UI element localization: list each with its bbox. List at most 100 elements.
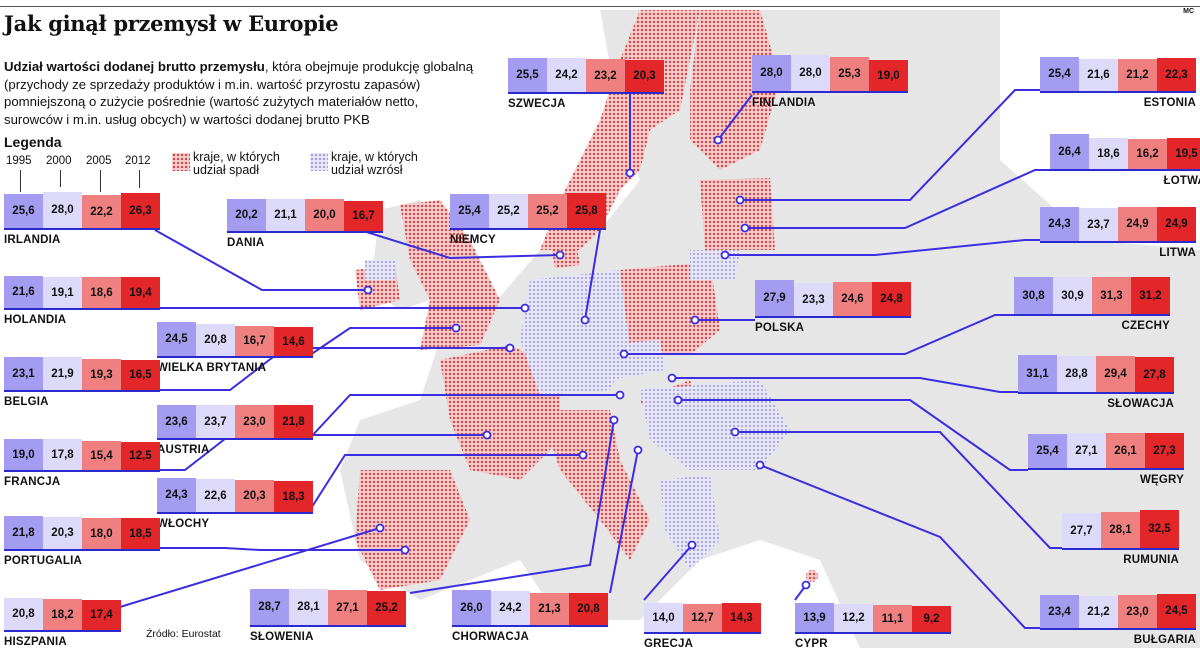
bar-2005: 27,1 — [328, 590, 367, 625]
bar-2012: 20,3 — [625, 60, 664, 92]
bar-2000: 20,8 — [196, 324, 235, 356]
bar-2000: 21,9 — [43, 357, 82, 390]
bar-group: 14,0 12,7 14,3 — [644, 594, 761, 634]
germany-shape — [520, 270, 630, 395]
bar-1995: 25,6 — [4, 194, 43, 228]
bar-2012: 19,5 — [1167, 138, 1200, 169]
bar-2005: 29,4 — [1096, 356, 1135, 392]
country-name: WĘGRY — [1139, 474, 1184, 486]
bar-1995: 28,7 — [250, 589, 289, 625]
bar-group: 21,8 20,3 18,0 18,5 — [4, 511, 160, 551]
legend-fell-line2: udział spadł — [193, 163, 260, 177]
bar-1995: 24,3 — [1040, 207, 1079, 241]
country-name: GRECJA — [644, 638, 694, 650]
bar-1995: 28,0 — [752, 55, 791, 91]
bar-group: 24,3 23,7 24,9 24,9 — [1040, 203, 1196, 243]
country-name: SŁOWENIA — [250, 631, 314, 643]
bar-group: 19,0 17,8 15,4 12,5 — [4, 432, 160, 472]
bar-2005: 18,2 — [43, 599, 82, 630]
bar-2000: 21,2 — [1079, 596, 1118, 628]
bar-group: 28,7 28,1 27,1 25,2 — [250, 587, 406, 627]
country-name: NIEMCY — [450, 234, 496, 246]
country-name: LITWA — [1159, 247, 1196, 259]
bar-2005: 16,2 — [1128, 139, 1167, 169]
legend-fell-swatch — [172, 153, 190, 171]
legend-rose-line2: udział wzrósł — [331, 163, 403, 177]
bar-group: 13,9 12,2 11,1 9,2 — [795, 594, 951, 634]
bar-2000: 27,1 — [1067, 433, 1106, 468]
country-name: WŁOCHY — [157, 518, 210, 530]
bar-group: 24,5 20,8 16,7 14,6 — [157, 318, 313, 358]
bar-group: 23,4 21,2 23,0 24,5 — [1040, 590, 1196, 630]
legend-year-2012: 2012 — [125, 155, 151, 167]
country-name: ŁOTWA — [1163, 175, 1200, 187]
bar-2000: 24,2 — [547, 58, 586, 92]
country-chart: 14,0 12,7 14,3 GRECJA — [644, 594, 761, 650]
bar-2005: 20,0 — [305, 199, 344, 231]
bar-2005: 23,0 — [235, 405, 274, 438]
country-name: PORTUGALIA — [4, 555, 83, 567]
bar-1995: 21,8 — [4, 516, 43, 549]
page-title: Jak ginął przemysł w Europie — [4, 11, 339, 36]
bar-2005: 23,2 — [586, 59, 625, 92]
description: Udział wartości dodanej brutto przemysłu… — [4, 58, 474, 128]
description-bold: Udział wartości dodanej brutto przemysłu — [4, 59, 265, 74]
bar-2012: 14,3 — [722, 603, 761, 632]
country-chart: 25,5 24,2 23,2 20,3 SZWECJA — [508, 54, 664, 110]
bar-2012: 14,6 — [274, 327, 313, 356]
bar-2005: 21,2 — [1118, 59, 1157, 91]
bar-1995: 23,4 — [1040, 595, 1079, 628]
country-name: POLSKA — [755, 322, 805, 334]
bar-group: 25,5 24,2 23,2 20,3 — [508, 54, 664, 94]
bar-2000: 12,2 — [834, 604, 873, 632]
legend-rose-text: kraje, w których udział wzrósł — [331, 151, 418, 177]
country-name: FRANCJA — [4, 476, 61, 488]
bar-2005: 28,1 — [1101, 512, 1140, 548]
greece-shape — [660, 475, 720, 570]
baltics-shape — [700, 178, 775, 250]
top-rule — [0, 6, 1200, 7]
bar-1995: 23,6 — [157, 405, 196, 438]
author-mark: MC — [1183, 8, 1194, 15]
bar-2012: 31,2 — [1131, 277, 1170, 314]
legend-title: Legenda — [4, 134, 62, 150]
bar-1995: 26,0 — [452, 590, 491, 625]
bar-2005: 26,1 — [1106, 433, 1145, 468]
bar-1995: 25,4 — [1040, 57, 1079, 91]
country-chart: 27,7 28,1 32,5 RUMUNIA — [1062, 510, 1179, 566]
bar-group: 28,0 28,0 25,3 19,0 — [752, 53, 908, 93]
bar-2000: 14,0 — [644, 603, 683, 632]
bar-group: 20,2 21,1 20,0 16,7 — [227, 193, 383, 233]
legend-year-1995: 1995 — [6, 155, 32, 167]
country-chart: 23,4 21,2 23,0 24,5 BUŁGARIA — [1040, 590, 1196, 646]
bar-group: 26,0 24,2 21,3 20,8 — [452, 587, 608, 627]
bar-2005: 12,7 — [683, 604, 722, 632]
country-chart: 20,8 18,2 17,4 HISZPANIA — [4, 592, 121, 648]
country-name: RUMUNIA — [1123, 554, 1179, 566]
bar-group: 25,4 21,6 21,2 22,3 — [1040, 53, 1196, 93]
bar-2012: 24,9 — [1157, 207, 1196, 241]
bar-2000: 19,1 — [43, 277, 82, 308]
country-chart: 26,418,616,219,5 ŁOTWA — [1050, 131, 1200, 187]
bar-2012: 9,2 — [912, 606, 951, 632]
bar-group: 31,1 28,8 29,4 27,8 — [1018, 354, 1174, 394]
bar-2000: 25,2 — [489, 194, 528, 228]
bar-2005: 15,4 — [82, 441, 121, 470]
country-name: CYPR — [795, 638, 828, 650]
country-chart: 23,6 23,7 23,0 21,8 AUSTRIA — [157, 400, 313, 456]
bar-1995: 23,1 — [4, 357, 43, 390]
country-chart: 25,4 25,2 25,2 25,8 NIEMCY — [450, 190, 606, 246]
bar-2005: 20,3 — [235, 480, 274, 512]
bar-2005: 22,2 — [82, 195, 121, 228]
bar-1995: 19,0 — [4, 439, 43, 470]
legend-rose-swatch — [310, 153, 328, 171]
bar-2000: 21,6 — [1079, 59, 1118, 91]
bar-2005: 23,0 — [1118, 595, 1157, 628]
country-chart: 24,5 20,8 16,7 14,6 WIELKA BRYTANIA — [157, 318, 313, 374]
bar-2005: 24,6 — [833, 282, 872, 316]
bar-2000: 18,6 — [1089, 138, 1128, 169]
lithuania-shape — [690, 250, 740, 280]
country-chart: 23,1 21,9 19,3 16,5 BELGIA — [4, 352, 160, 408]
cyprus-shape — [806, 570, 818, 582]
bar-1995: 31,1 — [1018, 355, 1057, 392]
